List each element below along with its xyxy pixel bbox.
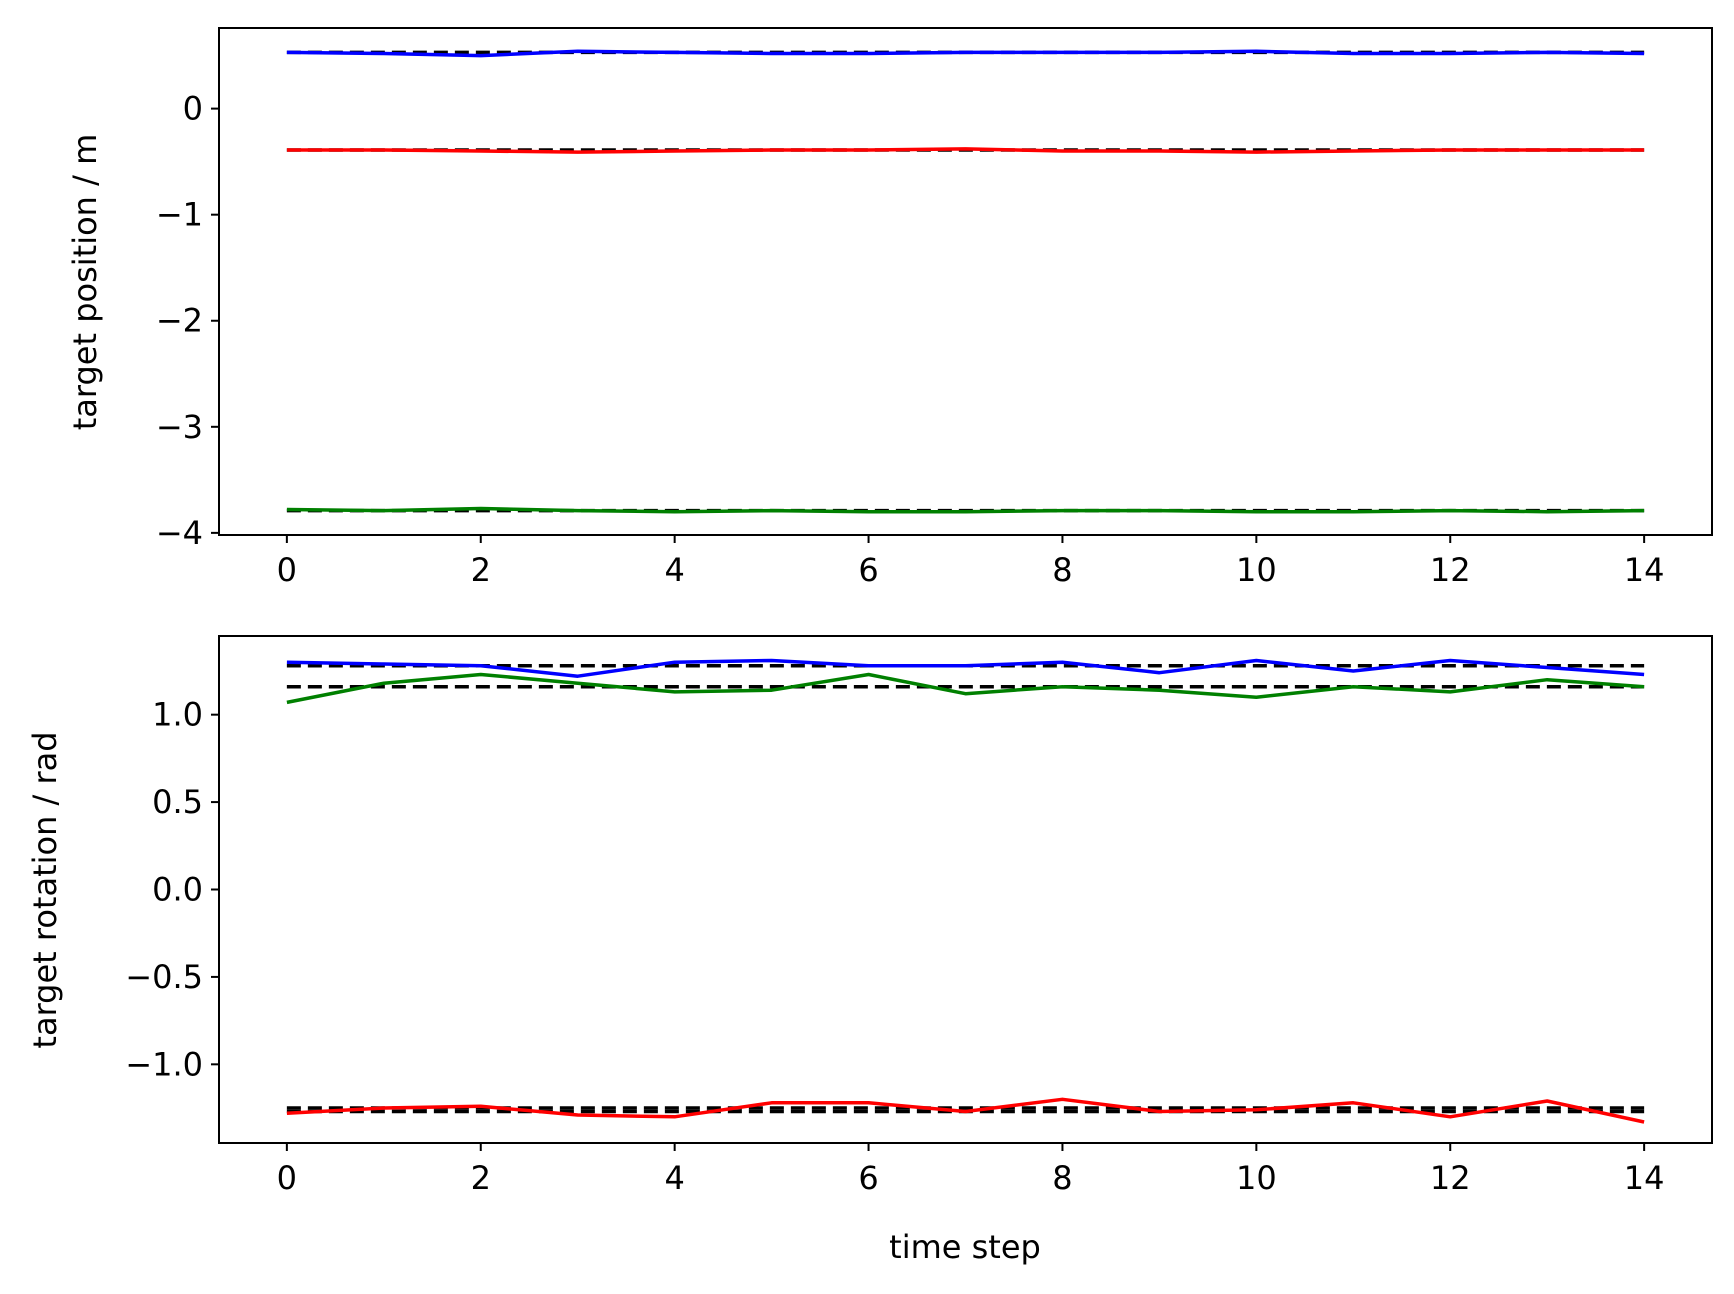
position-series-line-1: [286, 147, 1645, 154]
rotation-series: [286, 658, 1645, 1124]
rotation-x-tick-label: 0: [277, 1159, 297, 1197]
rotation-series-line-0: [286, 658, 1645, 678]
position-y-tick-label: −3: [156, 408, 203, 446]
rotation-y-ticks: −1.0 −0.5 0.0 0.5 1.0: [125, 696, 219, 1083]
position-x-tick-label: 6: [858, 551, 878, 589]
rotation-y-axis-label: target rotation / rad: [26, 731, 64, 1048]
position-x-tick-label: 2: [471, 551, 491, 589]
position-x-tick-label: 4: [664, 551, 684, 589]
position-subplot: 0 2 4 6 8 10 12 14 −4 −3 −2 −1 0 target position / …: [66, 27, 1713, 589]
position-y-tick-label: −1: [156, 196, 203, 234]
position-x-tick-label: 8: [1052, 551, 1072, 589]
position-x-tick-label: 14: [1624, 551, 1665, 589]
position-x-tick-label: 10: [1236, 551, 1277, 589]
position-plot-frame: [218, 27, 1713, 536]
rotation-x-axis-label: time step: [889, 1228, 1041, 1266]
rotation-series-line-1: [286, 672, 1645, 705]
rotation-y-tick-label: 1.0: [152, 696, 203, 734]
rotation-y-tick-label: −1.0: [125, 1045, 203, 1083]
rotation-x-tick-label: 10: [1236, 1159, 1277, 1197]
position-series-line-0: [286, 49, 1645, 58]
position-x-tick-label: 0: [277, 551, 297, 589]
position-series: [286, 49, 1645, 514]
position-y-tick-label: −4: [156, 514, 203, 552]
rotation-x-tick-label: 6: [858, 1159, 878, 1197]
position-y-tick-label: −2: [156, 302, 203, 340]
rotation-x-tick-label: 12: [1430, 1159, 1471, 1197]
rotation-series-line-2: [286, 1097, 1645, 1124]
rotation-x-ticks: 0 2 4 6 8 10 12 14: [277, 1143, 1665, 1197]
position-y-ticks: −4 −3 −2 −1 0: [156, 90, 219, 552]
rotation-y-tick-label: 0.5: [152, 783, 203, 821]
position-y-tick-label: 0: [183, 90, 203, 128]
rotation-x-tick-label: 14: [1624, 1159, 1665, 1197]
rotation-y-tick-label: −0.5: [125, 958, 203, 996]
rotation-x-tick-label: 4: [664, 1159, 684, 1197]
rotation-x-tick-label: 2: [471, 1159, 491, 1197]
rotation-subplot: 0 2 4 6 8 10 12 14 −1.0 −0.5 0.0 0.5 1.0 target rot…: [26, 635, 1713, 1266]
position-x-ticks: 0 2 4 6 8 10 12 14: [277, 535, 1665, 589]
position-series-line-2: [286, 506, 1645, 514]
rotation-x-tick-label: 8: [1052, 1159, 1072, 1197]
rotation-y-tick-label: 0.0: [152, 871, 203, 909]
position-x-tick-label: 12: [1430, 551, 1471, 589]
position-y-axis-label: target position / m: [66, 134, 104, 431]
